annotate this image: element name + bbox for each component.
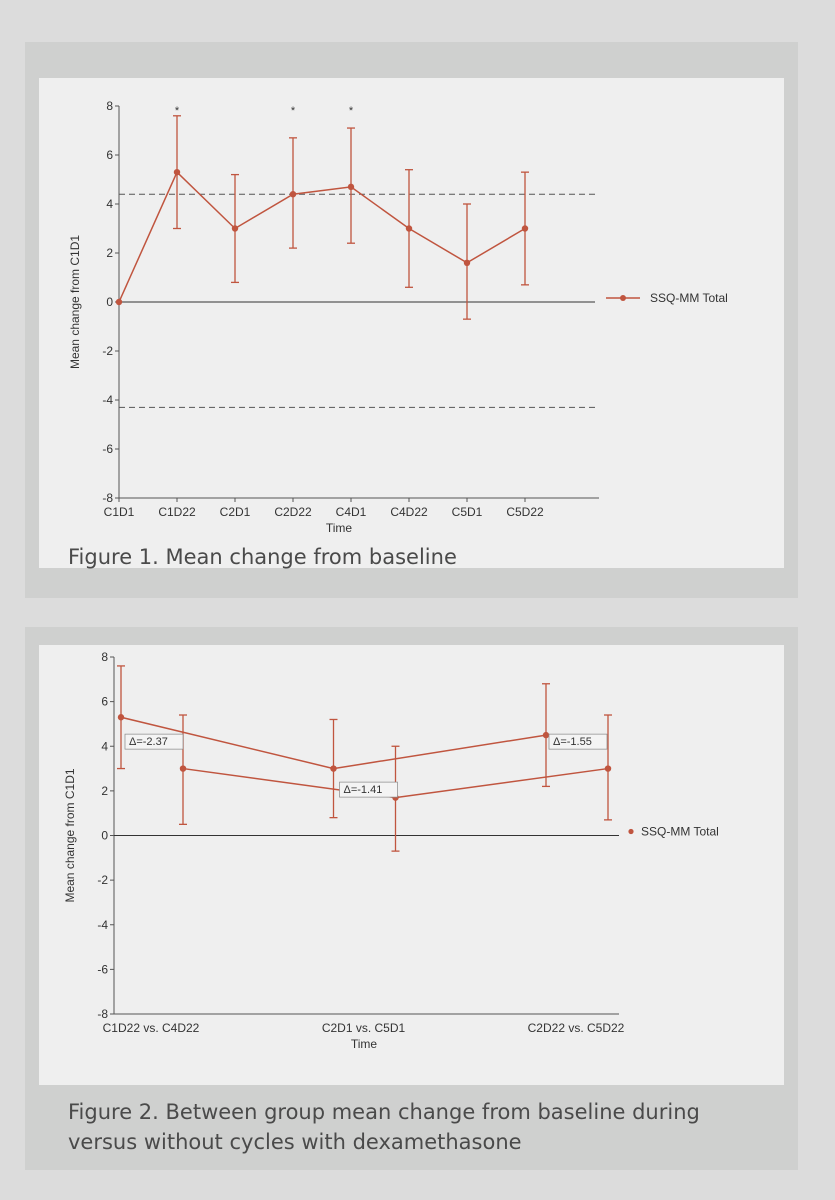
x-tick-label: C4D22 — [390, 505, 428, 519]
y-tick-label: 2 — [106, 246, 113, 260]
y-tick-label: 8 — [106, 99, 113, 113]
delta-annotation: Δ=-1.55 — [553, 736, 592, 748]
figure-2-panel: -8 -6 -4 -2 0 2 4 6 8 C1D22 vs. C4D22 C2D1 vs. C5D… — [25, 627, 798, 1170]
y-axis-label: Mean change from C1D1 — [68, 235, 82, 369]
y-tick-label: -2 — [102, 344, 113, 358]
legend-marker — [620, 295, 626, 301]
data-point — [542, 731, 550, 739]
x-tick-label: C2D22 — [274, 505, 312, 519]
figure-2-chart: -8 -6 -4 -2 0 2 4 6 8 C1D22 vs. C4D22 C2D1 vs. C5D… — [63, 650, 719, 1051]
x-tick-label: C4D1 — [336, 505, 367, 519]
y-tick-label: 0 — [101, 829, 108, 843]
x-tick-label: C2D22 vs. C5D22 — [528, 1021, 625, 1035]
delta-annotation-box — [548, 733, 608, 750]
y-tick-label: -4 — [102, 393, 113, 407]
data-point — [115, 298, 123, 306]
significance-marker: * — [175, 105, 180, 117]
y-axis-label: Mean change from C1D1 — [63, 768, 77, 902]
x-tick-label: C1D22 vs. C4D22 — [103, 1021, 200, 1035]
data-point — [405, 225, 413, 232]
x-tick-label: C5D1 — [452, 505, 483, 519]
legend-marker — [628, 828, 634, 835]
data-point — [347, 183, 355, 191]
x-tick-label: C1D1 — [104, 505, 135, 519]
delta-annotation-box — [124, 733, 184, 750]
y-tick-label: 6 — [101, 695, 108, 709]
data-point — [173, 168, 181, 176]
data-point — [117, 714, 125, 721]
figure-1-plot-area: -8 -6 -4 -2 0 2 4 6 8 C1D1 C1D22 C2D1 C2D22 C4D1 C4D22… — [39, 78, 784, 568]
figure-1-panel: -8 -6 -4 -2 0 2 4 6 8 C1D1 C1D22 C2D1 C2D22 C4D1 C4D22… — [25, 42, 798, 598]
x-tick-label: C1D22 — [158, 505, 196, 519]
y-tick-label: 4 — [106, 197, 113, 211]
x-axis-label: Time — [351, 1037, 378, 1051]
y-tick-label: -8 — [102, 491, 113, 505]
x-axis-label: Time — [326, 521, 353, 535]
data-point — [289, 191, 297, 198]
y-tick-label: -8 — [97, 1007, 108, 1021]
y-tick-label: 2 — [101, 784, 108, 798]
figure-1-caption: Figure 1. Mean change from baseline — [68, 545, 457, 569]
series-line — [118, 170, 526, 303]
data-point — [463, 259, 471, 266]
y-tick-label: 8 — [101, 650, 108, 664]
significance-marker: * — [291, 105, 296, 117]
data-point — [179, 765, 187, 772]
significance-marker: * — [349, 105, 354, 117]
y-tick-label: 4 — [101, 739, 108, 753]
figure-2-caption: Figure 2. Between group mean change from… — [68, 1100, 700, 1154]
data-point — [231, 225, 239, 232]
x-tick-label: C2D1 vs. C5D1 — [322, 1021, 406, 1035]
y-tick-label: -6 — [97, 962, 108, 976]
figure-2-plot-area: -8 -6 -4 -2 0 2 4 6 8 C1D22 vs. C4D22 C2D1 vs. C5D… — [39, 645, 784, 1085]
y-tick-label: -6 — [102, 442, 113, 456]
y-tick-label: 6 — [106, 148, 113, 162]
data-point — [604, 765, 612, 772]
delta-annotation: Δ=-1.41 — [344, 784, 383, 796]
data-point — [521, 225, 529, 232]
y-tick-label: 0 — [106, 295, 113, 309]
data-point — [330, 765, 337, 772]
y-tick-label: -2 — [97, 873, 108, 887]
figure-1-chart: -8 -6 -4 -2 0 2 4 6 8 C1D1 C1D22 C2D1 C2D22 C4D1 C4D22… — [68, 99, 728, 535]
x-tick-label: C5D22 — [506, 505, 544, 519]
y-tick-label: -4 — [97, 918, 108, 932]
delta-annotation-box — [339, 781, 398, 798]
x-tick-label: C2D1 — [220, 505, 251, 519]
legend-label: SSQ-MM Total — [641, 825, 719, 839]
legend-label: SSQ-MM Total — [650, 291, 728, 305]
delta-annotation: Δ=-2.37 — [129, 736, 168, 748]
